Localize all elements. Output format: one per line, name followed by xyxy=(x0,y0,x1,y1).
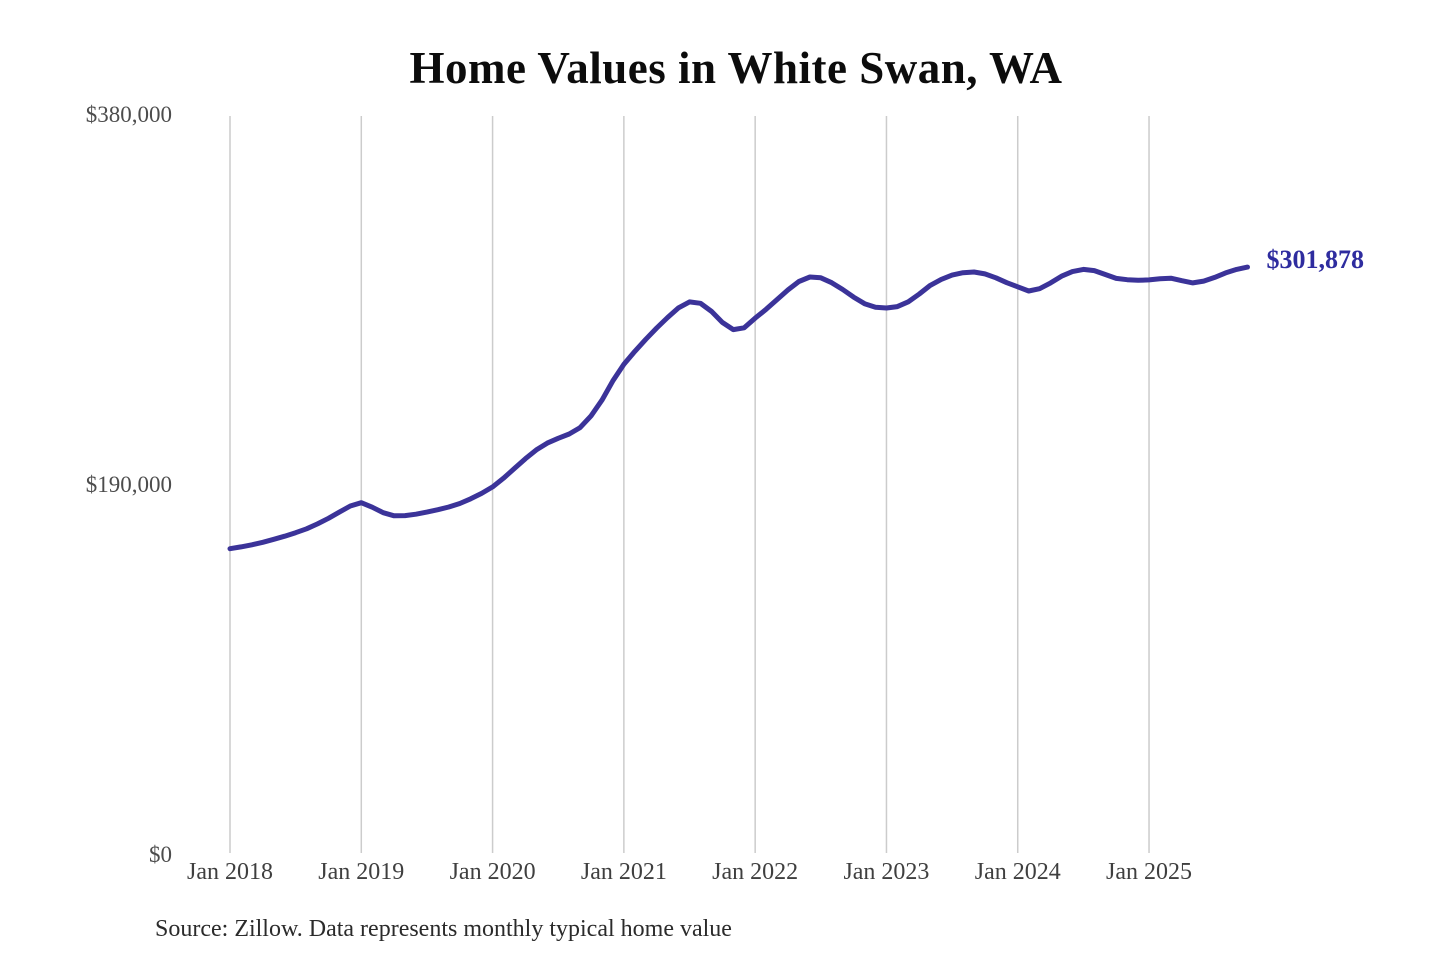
x-tick-label: Jan 2020 xyxy=(449,859,536,885)
y-tick-label: $0 xyxy=(149,842,172,867)
current-value-label: $301,878 xyxy=(1266,245,1365,275)
y-tick-label: $380,000 xyxy=(85,102,172,127)
x-tick-label: Jan 2019 xyxy=(318,859,405,885)
x-tick-label: Jan 2025 xyxy=(1106,859,1193,885)
gridlines xyxy=(229,116,1150,853)
x-tick-label: Jan 2023 xyxy=(843,859,930,885)
x-tick-label: Jan 2024 xyxy=(974,859,1061,885)
home-value-line xyxy=(227,264,1250,552)
x-tick-label: Jan 2018 xyxy=(187,859,273,885)
x-tick-label: Jan 2022 xyxy=(712,859,799,885)
chart-title: Home Values in White Swan, WA xyxy=(409,43,1063,93)
y-tick-label: $190,000 xyxy=(85,472,172,497)
x-tick-label: Jan 2021 xyxy=(580,859,667,885)
source-note: Source: Zillow. Data represents monthly … xyxy=(155,916,732,942)
